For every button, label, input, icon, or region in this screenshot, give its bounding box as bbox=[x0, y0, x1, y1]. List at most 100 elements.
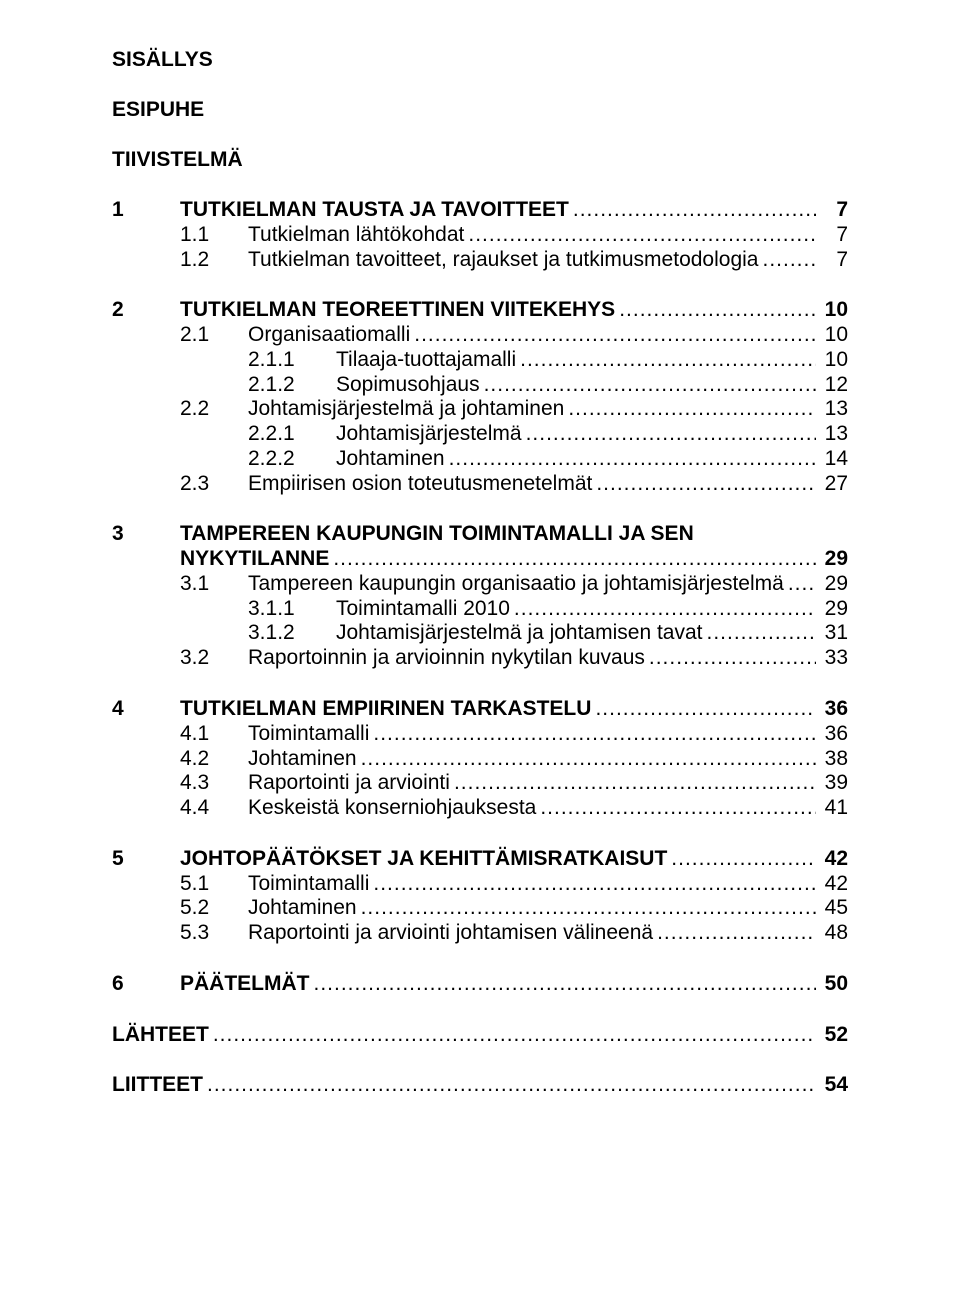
toc-num: 3.1 bbox=[180, 572, 248, 597]
toc-entry: 1.2 Tutkielman tavoitteet, rajaukset ja … bbox=[112, 248, 848, 273]
toc-section-5: 5 JOHTOPÄÄTÖKSET JA KEHITTÄMISRATKAISUT … bbox=[112, 847, 848, 946]
toc-title: Organisaatiomalli bbox=[248, 323, 410, 348]
toc-section-4: 4 TUTKIELMAN EMPIIRINEN TARKASTELU .....… bbox=[112, 697, 848, 821]
toc-page: 36 bbox=[816, 722, 848, 747]
toc-leader: ........................................… bbox=[569, 198, 816, 223]
toc-page: 12 bbox=[816, 373, 848, 398]
toc-page: 29 bbox=[816, 572, 848, 597]
toc-page: 50 bbox=[816, 972, 848, 997]
toc-page: 10 bbox=[816, 323, 848, 348]
toc-title: Johtamisjärjestelmä ja johtaminen bbox=[248, 397, 564, 422]
toc-leader: ........................................… bbox=[445, 447, 816, 472]
toc-leader: ........................................… bbox=[784, 572, 816, 597]
toc-leader: ........................................… bbox=[564, 397, 816, 422]
toc-title: Toimintamalli 2010 bbox=[336, 597, 510, 622]
toc-entry: 4.2 Johtaminen .........................… bbox=[112, 747, 848, 772]
toc-title: LIITTEET bbox=[112, 1073, 203, 1098]
toc-num: 1 bbox=[112, 198, 180, 223]
toc-title: Raportointi ja arviointi bbox=[248, 771, 450, 796]
toc-title: Johtamisjärjestelmä bbox=[336, 422, 522, 447]
toc-page: 42 bbox=[816, 847, 848, 872]
toc-entry: 2.2.1 Johtamisjärjestelmä ..............… bbox=[112, 422, 848, 447]
toc-page: 10 bbox=[816, 298, 848, 323]
toc-entry: 5.2 Johtaminen .........................… bbox=[112, 896, 848, 921]
toc-leader: ........................................… bbox=[209, 1023, 816, 1048]
toc-leader: ........................................… bbox=[591, 697, 816, 722]
toc-entry: 4.1 Toimintamalli ......................… bbox=[112, 722, 848, 747]
toc-leader: ........................................… bbox=[516, 348, 816, 373]
toc-num: 5.1 bbox=[180, 872, 248, 897]
toc-leader: ........................................… bbox=[653, 921, 816, 946]
toc-leader: ........................................… bbox=[310, 972, 817, 997]
heading-esipuhe: ESIPUHE bbox=[112, 98, 848, 122]
toc-entry: 6 PÄÄTELMÄT ............................… bbox=[112, 972, 848, 997]
toc-title: Johtaminen bbox=[336, 447, 445, 472]
toc-page: SISÄLLYS ESIPUHE TIIVISTELMÄ 1 TUTKIELMA… bbox=[0, 0, 960, 1315]
toc-leader: ........................................… bbox=[357, 747, 816, 772]
toc-page: 38 bbox=[816, 747, 848, 772]
toc-leader: ........................................… bbox=[329, 547, 816, 572]
toc-leader: ........................................… bbox=[522, 422, 816, 447]
toc-entry: 4 TUTKIELMAN EMPIIRINEN TARKASTELU .....… bbox=[112, 697, 848, 722]
toc-entry: 3.1 Tampereen kaupungin organisaatio ja … bbox=[112, 572, 848, 597]
toc-title: Tampereen kaupungin organisaatio ja joht… bbox=[248, 572, 784, 597]
toc-entry: 2.2 Johtamisjärjestelmä ja johtaminen ..… bbox=[112, 397, 848, 422]
toc-entry: 2.3 Empiirisen osion toteutusmenetelmät … bbox=[112, 472, 848, 497]
toc-entry: 5.3 Raportointi ja arviointi johtamisen … bbox=[112, 921, 848, 946]
toc-page: 41 bbox=[816, 796, 848, 821]
toc-num: 4.1 bbox=[180, 722, 248, 747]
toc-num: 2.3 bbox=[180, 472, 248, 497]
toc-page: 14 bbox=[816, 447, 848, 472]
toc-section-lahteet: LÄHTEET ................................… bbox=[112, 1023, 848, 1048]
toc-title-line1: TAMPEREEN KAUPUNGIN TOIMINTAMALLI JA SEN bbox=[180, 522, 694, 547]
toc-num: 2.1.2 bbox=[248, 373, 336, 398]
toc-num: 2 bbox=[112, 298, 180, 323]
toc-title: Tutkielman lähtökohdat bbox=[248, 223, 464, 248]
toc-num: 5.2 bbox=[180, 896, 248, 921]
toc-page: 54 bbox=[816, 1073, 848, 1098]
toc-num: 2.1 bbox=[180, 323, 248, 348]
toc-section-liitteet: LIITTEET ...............................… bbox=[112, 1073, 848, 1098]
toc-num: 2.2.2 bbox=[248, 447, 336, 472]
toc-title: Toimintamalli bbox=[248, 872, 369, 897]
toc-page: 29 bbox=[816, 547, 848, 572]
toc-page: 36 bbox=[816, 697, 848, 722]
toc-title: Empiirisen osion toteutusmenetelmät bbox=[248, 472, 592, 497]
heading-sisallys: SISÄLLYS bbox=[112, 48, 848, 72]
toc-entry-line2: NYKYTILANNE ............................… bbox=[112, 547, 848, 572]
toc-num: 4.2 bbox=[180, 747, 248, 772]
toc-page: 13 bbox=[816, 397, 848, 422]
toc-entry: 1 TUTKIELMAN TAUSTA JA TAVOITTEET ......… bbox=[112, 198, 848, 223]
toc-title-line2: NYKYTILANNE bbox=[180, 547, 329, 572]
toc-entry: LIITTEET ...............................… bbox=[112, 1073, 848, 1098]
toc-title: PÄÄTELMÄT bbox=[180, 972, 310, 997]
toc-num: 3.1.1 bbox=[248, 597, 336, 622]
toc-page: 39 bbox=[816, 771, 848, 796]
toc-num: 2.2 bbox=[180, 397, 248, 422]
toc-num: 3.1.2 bbox=[248, 621, 336, 646]
toc-page: 7 bbox=[816, 223, 848, 248]
toc-leader: ........................................… bbox=[480, 373, 816, 398]
toc-num: 4.4 bbox=[180, 796, 248, 821]
toc-num: 3.2 bbox=[180, 646, 248, 671]
toc-page: 7 bbox=[816, 198, 848, 223]
toc-num: 1.2 bbox=[180, 248, 248, 273]
toc-section-1: 1 TUTKIELMAN TAUSTA JA TAVOITTEET ......… bbox=[112, 198, 848, 272]
toc-title: LÄHTEET bbox=[112, 1023, 209, 1048]
toc-title: Johtamisjärjestelmä ja johtamisen tavat bbox=[336, 621, 703, 646]
toc-leader: ........................................… bbox=[592, 472, 816, 497]
toc-title: TUTKIELMAN TAUSTA JA TAVOITTEET bbox=[180, 198, 569, 223]
toc-title: Johtaminen bbox=[248, 747, 357, 772]
toc-page: 7 bbox=[816, 248, 848, 273]
toc-leader: ........................................… bbox=[203, 1073, 816, 1098]
heading-tiivistelma: TIIVISTELMÄ bbox=[112, 148, 848, 172]
toc-entry: 2.2.2 Johtaminen .......................… bbox=[112, 447, 848, 472]
toc-entry: 3.1.1 Toimintamalli 2010 ...............… bbox=[112, 597, 848, 622]
toc-title: Keskeistä konserniohjauksesta bbox=[248, 796, 536, 821]
toc-title: TUTKIELMAN TEOREETTINEN VIITEKEHYS bbox=[180, 298, 615, 323]
toc-page: 27 bbox=[816, 472, 848, 497]
toc-title: Tutkielman tavoitteet, rajaukset ja tutk… bbox=[248, 248, 758, 273]
toc-page: 45 bbox=[816, 896, 848, 921]
toc-page: 52 bbox=[816, 1023, 848, 1048]
toc-entry: 1.1 Tutkielman lähtökohdat .............… bbox=[112, 223, 848, 248]
